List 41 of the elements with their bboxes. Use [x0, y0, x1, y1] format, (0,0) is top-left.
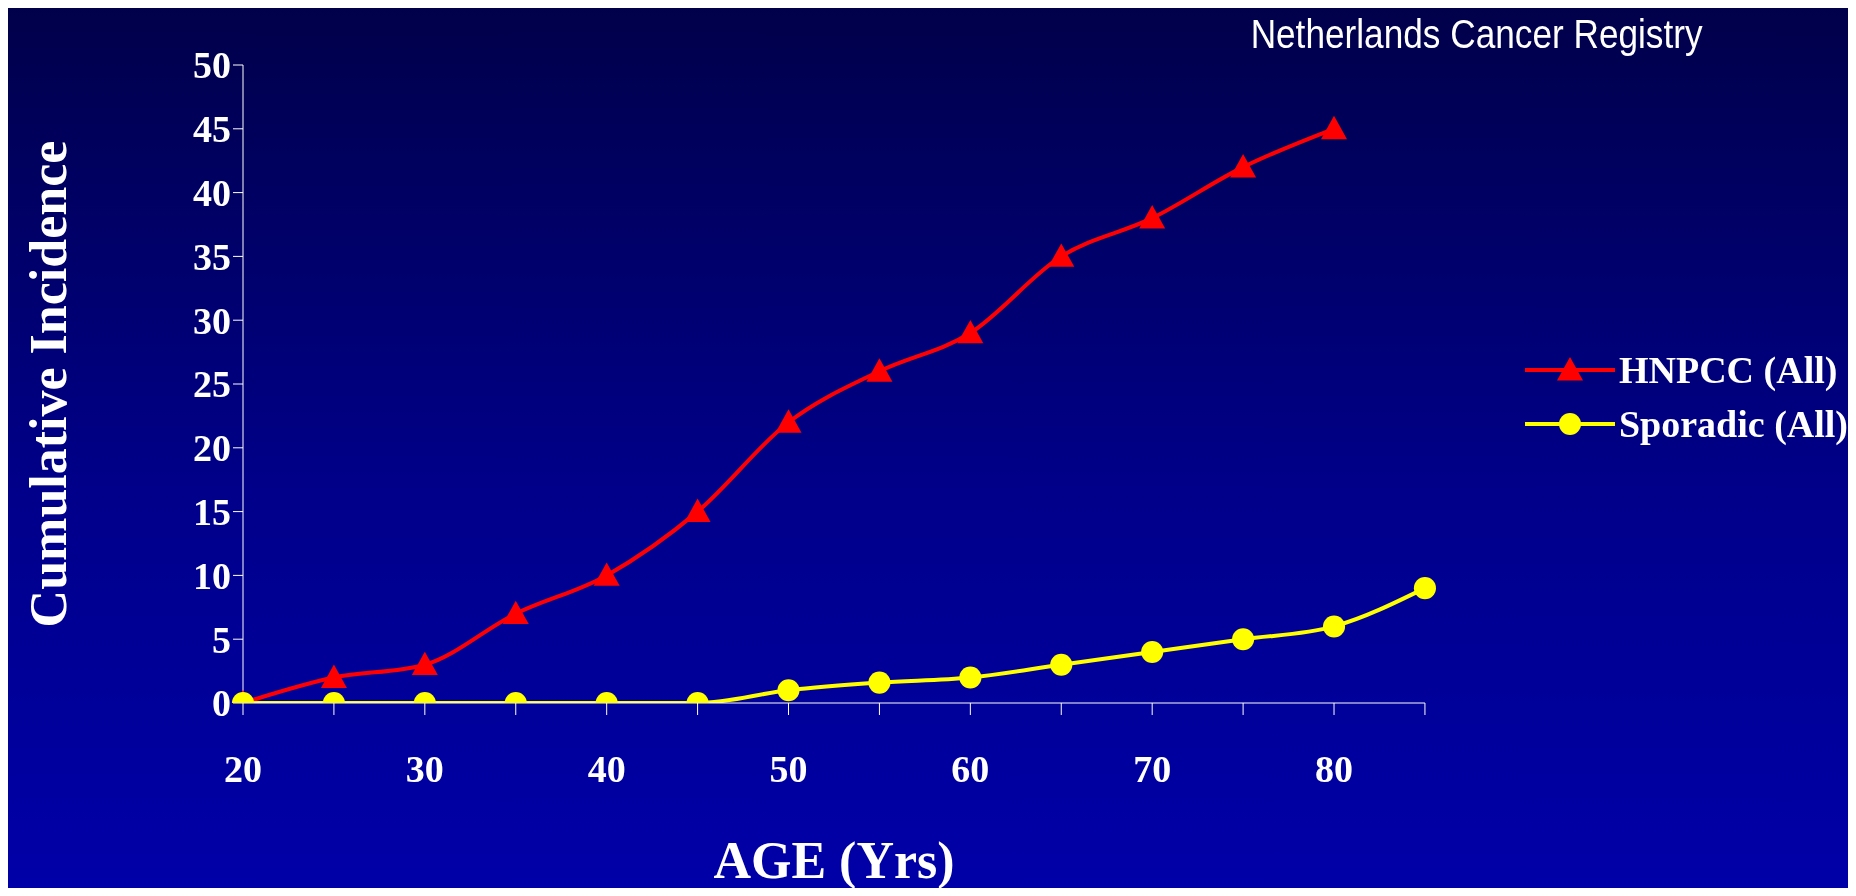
y-tick-label: 45 [193, 108, 231, 151]
y-tick-label: 40 [193, 172, 231, 215]
point [1141, 640, 1164, 664]
point [684, 498, 711, 522]
point [411, 651, 438, 676]
x-tick-label: 60 [951, 747, 990, 790]
point [1321, 115, 1348, 140]
point [1230, 154, 1257, 178]
point [868, 671, 891, 694]
x-tick-label: 50 [769, 747, 808, 790]
y-tick-label: 15 [193, 491, 231, 534]
point [866, 358, 893, 382]
point [320, 664, 347, 688]
point [1050, 653, 1073, 676]
x-tick-label: 30 [405, 747, 444, 790]
y-tick-label: 0 [212, 682, 231, 725]
text: Netherlands Cancer Registry [1251, 12, 1703, 57]
point [1048, 243, 1075, 267]
y-tick-label: 50 [193, 44, 231, 87]
point [959, 666, 982, 689]
point [777, 679, 800, 702]
y-tick-label: 25 [193, 363, 231, 406]
point [593, 562, 620, 586]
y-tick-label: 10 [193, 554, 231, 597]
y-tick-label: 20 [193, 427, 231, 470]
y-tick-label: 35 [193, 235, 231, 278]
point [1139, 205, 1166, 229]
y-tick-label: 5 [212, 618, 231, 661]
point [502, 600, 529, 625]
x-tick-label: 70 [1133, 747, 1172, 790]
y-axis-title: Cumulative Incidence [20, 140, 78, 628]
point [1413, 577, 1436, 600]
point [1232, 628, 1255, 651]
x-tick-label: 40 [587, 747, 626, 790]
y-tick-label: 30 [193, 299, 231, 342]
point [1322, 615, 1346, 638]
point [957, 319, 984, 344]
legend-label: Sporadic (All) [1618, 402, 1848, 446]
x-tick-label: 80 [1315, 747, 1354, 790]
point [775, 409, 802, 433]
legend-label: HNPCC (All) [1618, 348, 1838, 392]
